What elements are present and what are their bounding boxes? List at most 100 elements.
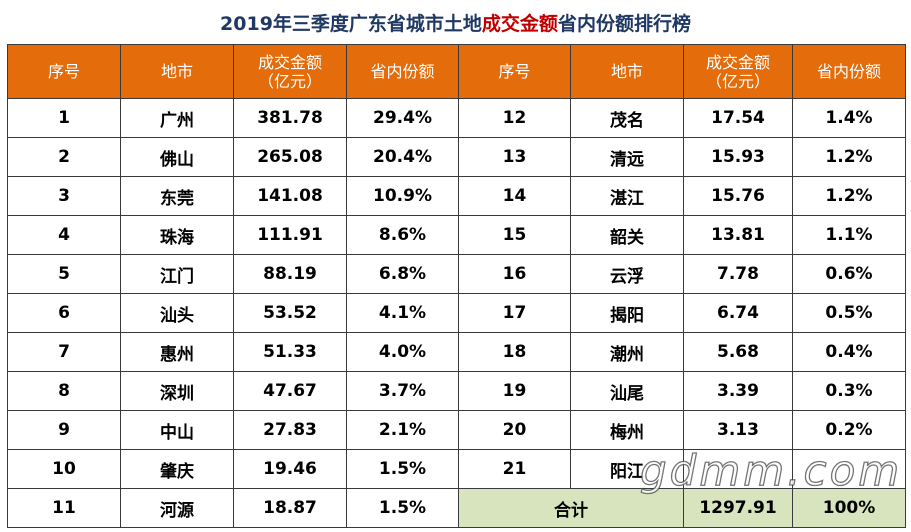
cell-amount: 15.76 bbox=[683, 176, 793, 216]
cell-city: 广州 bbox=[120, 98, 234, 138]
cell-share: 29.4% bbox=[346, 98, 459, 138]
cell-amount: 19.46 bbox=[233, 449, 347, 489]
cell-amount bbox=[683, 449, 793, 489]
cell-rank: 6 bbox=[7, 293, 121, 333]
cell-city: 肇庆 bbox=[120, 449, 234, 489]
header-amount-line1: 成交金额 bbox=[705, 52, 770, 72]
cell-amount: 88.19 bbox=[233, 254, 347, 294]
cell-rank: 8 bbox=[7, 371, 121, 411]
cell-amount: 13.81 bbox=[683, 215, 793, 255]
cell-city: 中山 bbox=[120, 410, 234, 450]
cell-share: 0.5% bbox=[792, 293, 906, 333]
table-row: 6 汕头 53.52 4.1% 17 揭阳 6.74 0.5% bbox=[7, 293, 906, 333]
cell-amount: 141.08 bbox=[233, 176, 347, 216]
header-share-right: 省内份额 bbox=[792, 44, 906, 99]
cell-rank: 3 bbox=[7, 176, 121, 216]
table-row: 3 东莞 141.08 10.9% 14 湛江 15.76 1.2% bbox=[7, 176, 906, 216]
cell-city: 汕头 bbox=[120, 293, 234, 333]
cell-share: 6.8% bbox=[346, 254, 459, 294]
cell-city: 阳江 bbox=[570, 449, 684, 489]
header-amount-line1: 成交金额 bbox=[257, 52, 322, 72]
cell-share: 1.5% bbox=[346, 449, 459, 489]
cell-rank: 17 bbox=[458, 293, 571, 333]
cell-share: 1.1% bbox=[792, 215, 906, 255]
table-row: 10 肇庆 19.46 1.5% 21 阳江 bbox=[7, 449, 906, 489]
cell-share: 1.4% bbox=[792, 98, 906, 138]
cell-city: 茂名 bbox=[570, 98, 684, 138]
cell-rank: 11 bbox=[7, 488, 121, 528]
cell-rank: 12 bbox=[458, 98, 571, 138]
table-body: 1 广州 381.78 29.4% 12 茂名 17.54 1.4% 2 佛山 265.08 20.4… bbox=[7, 98, 906, 528]
cell-amount: 3.13 bbox=[683, 410, 793, 450]
table-row: 4 珠海 111.91 8.6% 15 韶关 13.81 1.1% bbox=[7, 215, 906, 255]
cell-amount: 18.87 bbox=[233, 488, 347, 528]
cell-amount: 265.08 bbox=[233, 137, 347, 177]
cell-share: 4.0% bbox=[346, 332, 459, 372]
cell-rank: 20 bbox=[458, 410, 571, 450]
table-row: 11 河源 18.87 1.5% 合计 1297.91 100% bbox=[7, 488, 906, 528]
cell-city: 东莞 bbox=[120, 176, 234, 216]
header-city-right: 地市 bbox=[570, 44, 684, 99]
cell-rank: 13 bbox=[458, 137, 571, 177]
cell-amount: 5.68 bbox=[683, 332, 793, 372]
cell-rank: 4 bbox=[7, 215, 121, 255]
cell-amount: 381.78 bbox=[233, 98, 347, 138]
cell-share: 0.3% bbox=[792, 371, 906, 411]
cell-city: 珠海 bbox=[120, 215, 234, 255]
cell-rank: 21 bbox=[458, 449, 571, 489]
cell-share: 4.1% bbox=[346, 293, 459, 333]
title-part1: 2019年三季度广东省城市土地 bbox=[220, 12, 482, 35]
cell-amount: 27.83 bbox=[233, 410, 347, 450]
cell-city: 深圳 bbox=[120, 371, 234, 411]
header-amount-right: 成交金额 （亿元） bbox=[683, 44, 793, 99]
cell-city: 惠州 bbox=[120, 332, 234, 372]
ranking-table: 序号 地市 成交金额 （亿元） 省内份额 序号 地市 成交金额 （亿元） 省内份额 … bbox=[7, 44, 906, 528]
cell-rank: 16 bbox=[458, 254, 571, 294]
cell-rank: 5 bbox=[7, 254, 121, 294]
cell-rank: 7 bbox=[7, 332, 121, 372]
cell-city: 湛江 bbox=[570, 176, 684, 216]
cell-city: 揭阳 bbox=[570, 293, 684, 333]
table-row: 9 中山 27.83 2.1% 20 梅州 3.13 0.2% bbox=[7, 410, 906, 450]
table-row: 8 深圳 47.67 3.7% 19 汕尾 3.39 0.3% bbox=[7, 371, 906, 411]
header-amount-line2: （亿元） bbox=[705, 71, 770, 91]
total-amount: 1297.91 bbox=[683, 488, 793, 528]
cell-amount: 51.33 bbox=[233, 332, 347, 372]
table-row: 5 江门 88.19 6.8% 16 云浮 7.78 0.6% bbox=[7, 254, 906, 294]
page-title: 2019年三季度广东省城市土地 成交金额 省内份额排行榜 bbox=[0, 0, 911, 44]
cell-city: 汕尾 bbox=[570, 371, 684, 411]
cell-share: 0.4% bbox=[792, 332, 906, 372]
cell-share: 1.2% bbox=[792, 137, 906, 177]
cell-rank: 15 bbox=[458, 215, 571, 255]
cell-share: 20.4% bbox=[346, 137, 459, 177]
cell-amount: 17.54 bbox=[683, 98, 793, 138]
cell-share: 1.2% bbox=[792, 176, 906, 216]
cell-share: 8.6% bbox=[346, 215, 459, 255]
cell-amount: 47.67 bbox=[233, 371, 347, 411]
cell-rank: 1 bbox=[7, 98, 121, 138]
header-share-left: 省内份额 bbox=[346, 44, 459, 99]
cell-amount: 7.78 bbox=[683, 254, 793, 294]
cell-rank: 9 bbox=[7, 410, 121, 450]
cell-share: 10.9% bbox=[346, 176, 459, 216]
cell-amount: 15.93 bbox=[683, 137, 793, 177]
cell-share: 0.2% bbox=[792, 410, 906, 450]
cell-city: 江门 bbox=[120, 254, 234, 294]
cell-share: 2.1% bbox=[346, 410, 459, 450]
cell-share: 0.6% bbox=[792, 254, 906, 294]
cell-rank: 18 bbox=[458, 332, 571, 372]
cell-city: 韶关 bbox=[570, 215, 684, 255]
cell-rank: 2 bbox=[7, 137, 121, 177]
cell-city: 梅州 bbox=[570, 410, 684, 450]
cell-amount: 111.91 bbox=[233, 215, 347, 255]
cell-rank: 14 bbox=[458, 176, 571, 216]
table-row: 7 惠州 51.33 4.0% 18 潮州 5.68 0.4% bbox=[7, 332, 906, 372]
title-highlight: 成交金额 bbox=[481, 12, 558, 35]
header-amount-line2: （亿元） bbox=[257, 71, 322, 91]
cell-city: 清远 bbox=[570, 137, 684, 177]
header-rank-left: 序号 bbox=[7, 44, 121, 99]
cell-amount: 6.74 bbox=[683, 293, 793, 333]
cell-share: 3.7% bbox=[346, 371, 459, 411]
cell-city: 潮州 bbox=[570, 332, 684, 372]
cell-amount: 3.39 bbox=[683, 371, 793, 411]
